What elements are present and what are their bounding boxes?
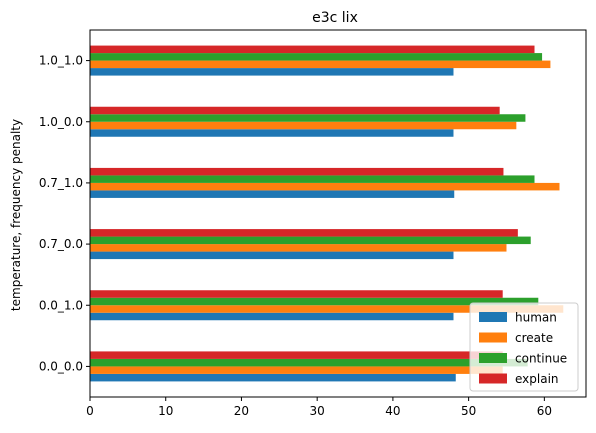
y-tick-label: 1.0_1.0: [39, 54, 83, 68]
bars-layer: [90, 45, 564, 382]
x-tick-label: 10: [158, 404, 173, 418]
legend-box: [469, 302, 579, 392]
bar-continue-0.7_0.0: [90, 236, 531, 245]
x-tick-label: 0: [86, 404, 94, 418]
y-axis-ticks: 0.0_0.0 0.0_1.0 0.7_0.0 0.7_1.0 1.0_0.0 1.0_1…: [39, 54, 90, 373]
y-axis-label: temperature, frequency penalty: [9, 119, 23, 311]
y-tick-label: 0.0_0.0: [39, 359, 83, 373]
bar-explain-0.7_1.0: [90, 167, 504, 176]
legend-label-continue: continue: [515, 352, 567, 366]
chart-title: e3c lix: [312, 10, 358, 26]
x-axis-ticks: 0 10 20 30 40 50 60: [86, 397, 552, 418]
bar-explain-0.0_1.0: [90, 290, 503, 298]
bar-continue-0.0_0.0: [90, 358, 528, 367]
plot-frame: [89, 29, 587, 398]
bar-explain-0.0_0.0: [90, 351, 503, 359]
legend: human create continue explain: [469, 302, 579, 392]
bar-create-0.7_0.0: [90, 244, 507, 252]
legend-swatch-create: [479, 332, 507, 343]
bar-human-0.7_1.0: [90, 190, 455, 198]
bar-continue-1.0_0.0: [90, 114, 526, 122]
x-tick-label: 40: [385, 404, 400, 418]
legend-label-human: human: [515, 311, 557, 325]
y-tick-label: 1.0_0.0: [39, 115, 83, 129]
bar-create-1.0_1.0: [90, 60, 551, 69]
bar-create-0.0_1.0: [90, 305, 564, 313]
bar-explain-0.7_0.0: [90, 229, 518, 237]
bar-human-0.0_0.0: [90, 373, 456, 382]
bar-human-0.7_0.0: [90, 251, 454, 260]
y-tick-label: 0.7_1.0: [39, 176, 83, 190]
bar-explain-1.0_1.0: [90, 45, 535, 54]
bar-human-1.0_0.0: [90, 129, 454, 137]
bar-continue-1.0_1.0: [90, 53, 543, 61]
bar-human-1.0_1.0: [90, 68, 454, 76]
bar-continue-0.0_1.0: [90, 297, 539, 306]
bar-create-0.0_0.0: [90, 366, 503, 374]
x-tick-label: 30: [310, 404, 325, 418]
bar-continue-0.7_1.0: [90, 175, 535, 183]
x-tick-label: 60: [537, 404, 552, 418]
legend-swatch-human: [479, 312, 507, 322]
y-tick-label: 0.7_0.0: [39, 237, 83, 251]
x-tick-label: 20: [234, 404, 249, 418]
legend-swatch-explain: [479, 373, 507, 384]
legend-label-explain: explain: [515, 372, 559, 386]
bar-human-0.0_1.0: [90, 312, 454, 321]
legend-label-create: create: [515, 331, 553, 345]
y-tick-label: 0.0_1.0: [39, 298, 83, 312]
legend-swatch-continue: [479, 353, 507, 363]
bar-explain-1.0_0.0: [90, 106, 500, 115]
bar-create-1.0_0.0: [90, 121, 517, 130]
bar-create-0.7_1.0: [90, 182, 560, 191]
x-tick-label: 50: [461, 404, 476, 418]
